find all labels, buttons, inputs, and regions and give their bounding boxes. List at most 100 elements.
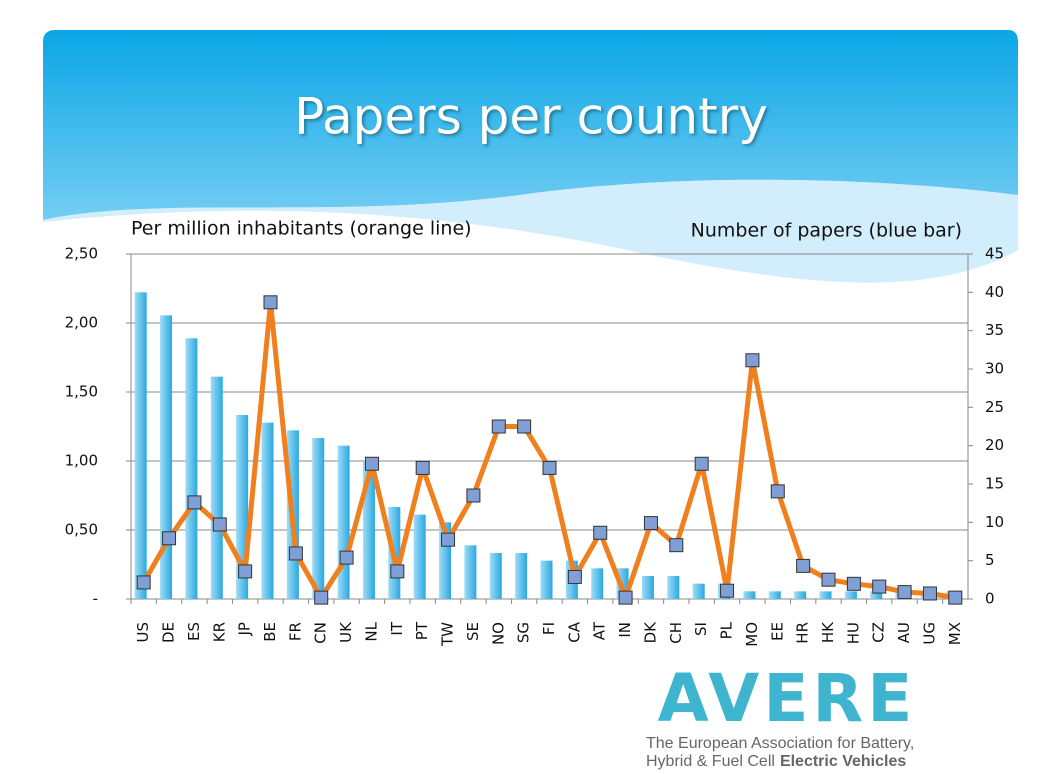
line-marker [593, 525, 608, 540]
line-marker [669, 538, 684, 553]
x-tick-label: CN [312, 622, 330, 644]
line-marker [415, 460, 430, 475]
y2-tick-label: 30 [985, 360, 1004, 378]
bar [464, 545, 477, 599]
x-tick-label: HU [844, 622, 862, 644]
line-marker [694, 456, 709, 471]
x-tick-label: NO [489, 622, 507, 645]
y-tick-label: 2,00 [65, 314, 98, 332]
line-marker [567, 569, 582, 584]
bar [844, 591, 857, 599]
line-marker [922, 586, 937, 601]
x-tick-label: CH [667, 622, 685, 644]
line-marker [212, 517, 227, 532]
y-tick-label: 2,50 [65, 245, 98, 263]
bar [743, 591, 756, 599]
x-tick-label: FI [540, 622, 558, 635]
x-tick-label: JP [236, 622, 254, 636]
x-tick-label: UK [337, 621, 355, 643]
x-tick-label: PT [413, 621, 431, 640]
y2-axis-label: Number of papers (blue bar) [691, 220, 962, 242]
line-marker [821, 572, 836, 587]
y-tick-label: - [93, 590, 98, 608]
x-tick-label: AT [591, 621, 609, 640]
x-tick-label: DE [160, 622, 178, 643]
y2-tick-label: 10 [985, 513, 1004, 531]
line-marker [745, 353, 760, 368]
line-marker [364, 456, 379, 471]
bar [413, 514, 426, 599]
line-marker [339, 550, 354, 565]
y2-tick-label: 25 [985, 398, 1004, 416]
line-marker [770, 484, 785, 499]
x-tick-label: MO [743, 622, 761, 647]
line-marker [720, 583, 735, 598]
x-tick-label: CZ [870, 622, 888, 643]
y2-tick-label: 15 [985, 475, 1004, 493]
line-marker [491, 419, 506, 434]
y-tick-label: 1,50 [65, 383, 98, 401]
bar [312, 438, 325, 599]
bar [794, 591, 807, 599]
line-marker [238, 564, 253, 579]
bar [489, 553, 502, 599]
line-marker [872, 579, 887, 594]
x-tick-label: SE [464, 622, 482, 641]
y2-tick-label: 5 [985, 551, 995, 569]
x-tick-label: SG [515, 622, 533, 643]
logo-tagline: Hybrid & Fuel Cell Electric Vehicles [646, 753, 906, 770]
bar [134, 292, 147, 599]
line-marker [314, 590, 329, 605]
bar [768, 591, 781, 599]
bar [870, 591, 883, 599]
line-marker [897, 585, 912, 600]
y-tick-label: 1,00 [65, 452, 98, 470]
line-marker [796, 558, 811, 573]
x-tick-label: HK [819, 621, 837, 643]
line-marker [948, 590, 963, 605]
x-tick-label: IN [616, 622, 634, 638]
bar [210, 376, 223, 599]
plot: - 0,50 1,00 1,50 2,00 2,50 0 5 10 15 20 25 30 35 40 45 U… [65, 245, 1005, 648]
y-tick-label: 0,50 [65, 521, 98, 539]
line-marker [441, 532, 456, 547]
y2-tick-label: 0 [985, 590, 995, 608]
x-tick-label: KR [210, 622, 228, 642]
y2-tick-label: 20 [985, 436, 1004, 454]
line-marker [542, 460, 557, 475]
header-wave [43, 179, 1018, 283]
x-tick-label: US [134, 622, 152, 643]
y2-tick-label: 40 [985, 283, 1004, 301]
bar [641, 576, 654, 599]
bar [185, 338, 198, 599]
x-tick-label: NL [362, 621, 380, 641]
line-marker [390, 564, 405, 579]
line-marker [136, 575, 151, 590]
x-tick-label: TW [439, 622, 457, 647]
header-band [43, 30, 1018, 220]
line-marker [517, 419, 532, 434]
x-tick-label: SI [692, 622, 710, 636]
logo-tagline-part: Hybrid & Fuel Cell [646, 753, 775, 770]
line-marker [263, 295, 278, 310]
x-tick-label: PL [718, 621, 736, 639]
line-marker [466, 488, 481, 503]
logo-tagline-bold: Electric Vehicles [780, 753, 906, 770]
x-tick-label: MX [946, 622, 964, 645]
x-tick-label: AU [895, 622, 913, 643]
y-axis-label: Per million inhabitants (orange line) [131, 218, 472, 240]
y2-tick-label: 45 [985, 245, 1004, 263]
logo-name: AVERE [658, 660, 917, 737]
x-tick-label: IT [388, 621, 406, 635]
y2-tick-label: 35 [985, 321, 1004, 339]
line-marker [643, 516, 658, 531]
line-marker [288, 546, 303, 561]
bar [591, 568, 604, 599]
bar [667, 576, 680, 599]
x-tick-label: HR [794, 622, 812, 644]
bar [819, 591, 832, 599]
logo-tagline: The European Association for Battery, [646, 735, 914, 752]
x-tick-label: BE [261, 622, 279, 642]
line-marker [162, 531, 177, 546]
